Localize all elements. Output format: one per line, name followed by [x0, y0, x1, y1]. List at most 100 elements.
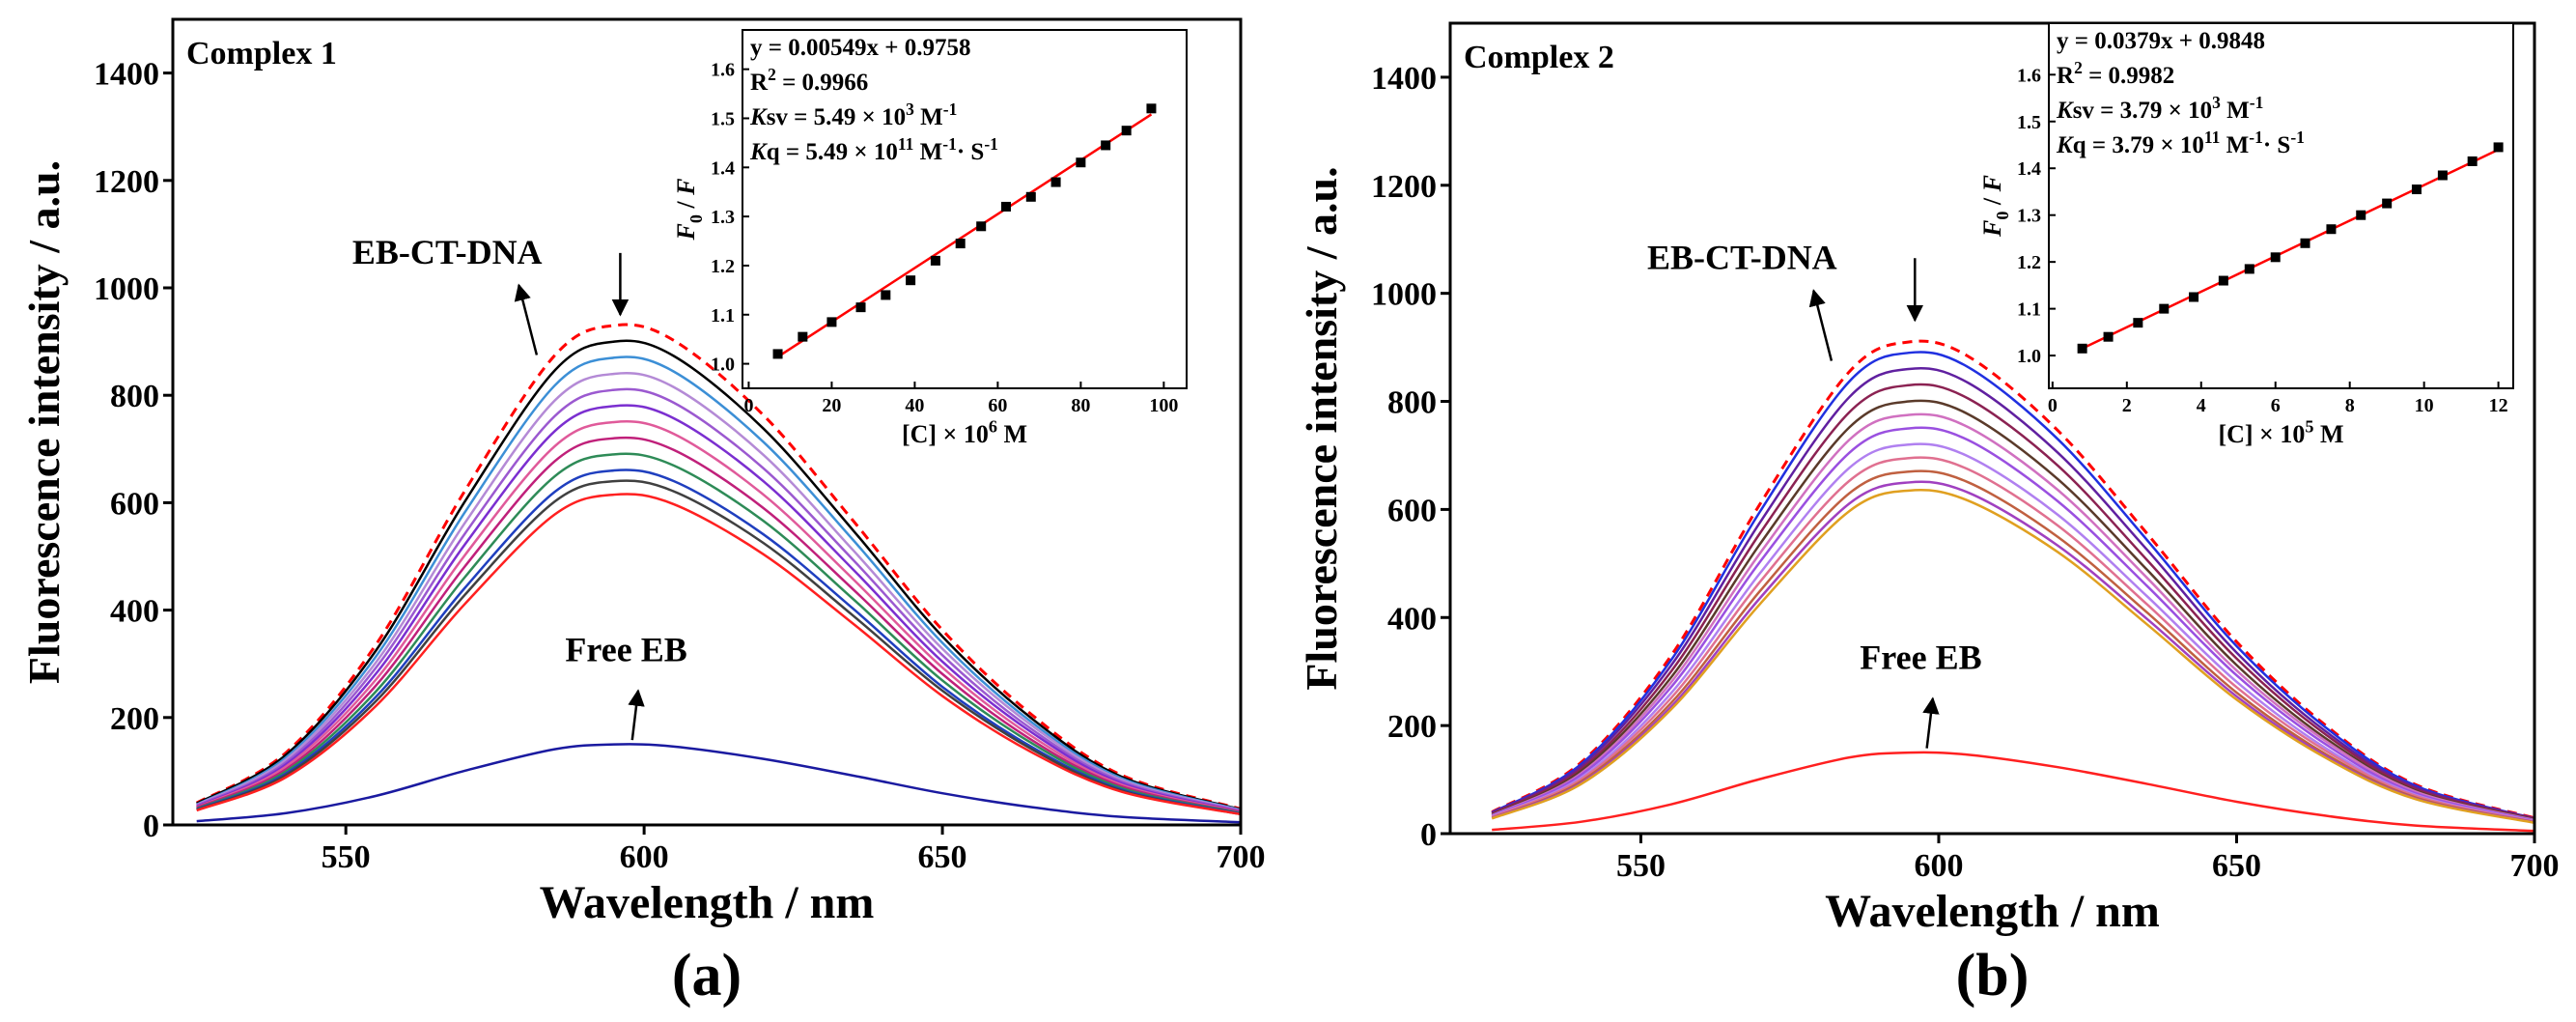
spectrum-line: [196, 493, 1242, 816]
x-tick-label: 600: [620, 839, 669, 875]
y-tick-label: 1.2: [2017, 252, 2041, 273]
chart-title: Complex 1: [186, 36, 337, 71]
inset-frame: [742, 29, 1188, 389]
y-tick-label: 1000: [94, 271, 159, 307]
y-tick-label: 1.6: [711, 60, 735, 81]
spectrum-line: [1491, 488, 2535, 825]
text-part: K: [749, 104, 769, 130]
text-part: -1: [2249, 128, 2263, 147]
data-point: [2493, 142, 2504, 153]
spectrum-line: [196, 355, 1242, 811]
data-point: [955, 239, 966, 249]
spectrum-line: [196, 452, 1242, 814]
x-tick-label: 8: [2345, 395, 2355, 416]
text-part: -1: [2290, 128, 2305, 147]
y-tick-label: 1400: [94, 57, 159, 93]
spectrum-line: [196, 404, 1242, 813]
y-tick-label: 1.0: [2017, 346, 2041, 367]
data-point: [772, 349, 783, 359]
data-point: [2244, 264, 2254, 274]
fit-line: [776, 113, 1153, 358]
data-point: [2133, 318, 2143, 328]
data-point: [2437, 170, 2448, 181]
y-tick-label: 1400: [1371, 61, 1437, 97]
text-part: M: [2221, 98, 2250, 124]
text-part: M: [997, 420, 1027, 448]
data-point: [855, 302, 866, 313]
text-part: F: [1978, 220, 2006, 238]
y-axis-title: F0 / F: [1978, 175, 2012, 238]
plot-frame: [171, 17, 1243, 827]
y-tick-label: 1.1: [711, 305, 735, 326]
fit-equation: R2 = 0.9966: [750, 65, 868, 96]
x-axis-title: Wavelength / nm: [540, 877, 875, 928]
data-point: [2077, 343, 2087, 354]
spectrum-line: [1491, 351, 2535, 820]
fit-equation: y = 0.00549x + 0.9758: [750, 35, 971, 61]
y-tick-label: 1.3: [2017, 206, 2041, 227]
data-point: [2103, 331, 2114, 342]
x-tick-label: 6: [2271, 395, 2281, 416]
x-tick-label: 550: [322, 839, 371, 875]
spectrum-line: [196, 339, 1242, 811]
data-point: [826, 317, 837, 327]
text-part: q = 3.79 × 10: [2073, 132, 2204, 158]
spectrum-line: [1491, 339, 2535, 820]
spectrum-line: [1491, 366, 2535, 820]
data-point: [1076, 157, 1086, 168]
fit-equation: y = 0.0379x + 0.9848: [2057, 28, 2265, 54]
spectrum-line: [196, 743, 1242, 824]
text-part: y = 0.0379x + 0.9848: [2057, 28, 2265, 54]
x-tick-label: 80: [1071, 395, 1090, 416]
data-point: [2300, 238, 2310, 248]
data-point: [2270, 252, 2281, 263]
spectrum-line: [1491, 412, 2535, 822]
text-part: 0: [686, 214, 706, 223]
y-tick-label: 1.4: [2017, 158, 2041, 180]
annotation: EB-CT-DNA: [1647, 238, 1837, 276]
spectrum-line: [1491, 426, 2535, 822]
text-part: -1: [942, 134, 957, 154]
text-part: 3: [2212, 93, 2221, 112]
text-part: /: [672, 195, 700, 214]
data-point: [906, 275, 916, 286]
text-part: 0: [1993, 212, 2012, 220]
text-part: 3: [906, 99, 914, 119]
text-part: K: [749, 139, 769, 165]
fit-line: [2082, 148, 2500, 350]
text-part: 2: [768, 65, 776, 84]
text-part: y = 0.00549x + 0.9758: [750, 35, 971, 61]
text-part: F: [672, 223, 700, 241]
x-tick-label: 10: [2415, 395, 2434, 416]
spectrum-line: [196, 468, 1242, 815]
fit-equation: Ksv = 5.49 × 103 M-1: [749, 99, 957, 130]
data-point: [1121, 126, 1132, 136]
x-tick-label: 0: [2048, 395, 2058, 416]
annotation: Free EB: [565, 630, 686, 668]
y-axis-title: F0 / F: [672, 178, 706, 241]
text-part: 11: [898, 134, 914, 154]
spectrum-line: [1491, 469, 2535, 824]
x-tick-label: 60: [988, 395, 1007, 416]
text-part: K: [2056, 98, 2075, 124]
spectrum-line: [1491, 383, 2535, 821]
x-axis-title: [C] × 105 M: [2218, 417, 2343, 448]
annotation: Free EB: [1860, 638, 1981, 676]
y-tick-label: 600: [1387, 493, 1437, 528]
x-axis-title: [C] × 106 M: [902, 417, 1027, 448]
text-part: F: [672, 178, 700, 195]
fit-equation: R2 = 0.9982: [2057, 58, 2174, 89]
y-tick-label: 800: [110, 379, 159, 414]
y-tick-label: 1.5: [711, 108, 735, 129]
y-tick-label: 200: [1387, 709, 1437, 745]
chart-title: Complex 2: [1464, 40, 1614, 75]
x-tick-label: 600: [1914, 848, 1963, 884]
text-part: M: [913, 139, 942, 165]
data-point: [1146, 103, 1157, 114]
x-tick-label: 12: [2489, 395, 2508, 416]
arrow: [1808, 289, 1834, 361]
plot-frame: [1448, 21, 2536, 836]
x-tick-label: 650: [2212, 848, 2261, 884]
data-point: [1025, 191, 1036, 202]
spectrum-line: [196, 479, 1242, 816]
